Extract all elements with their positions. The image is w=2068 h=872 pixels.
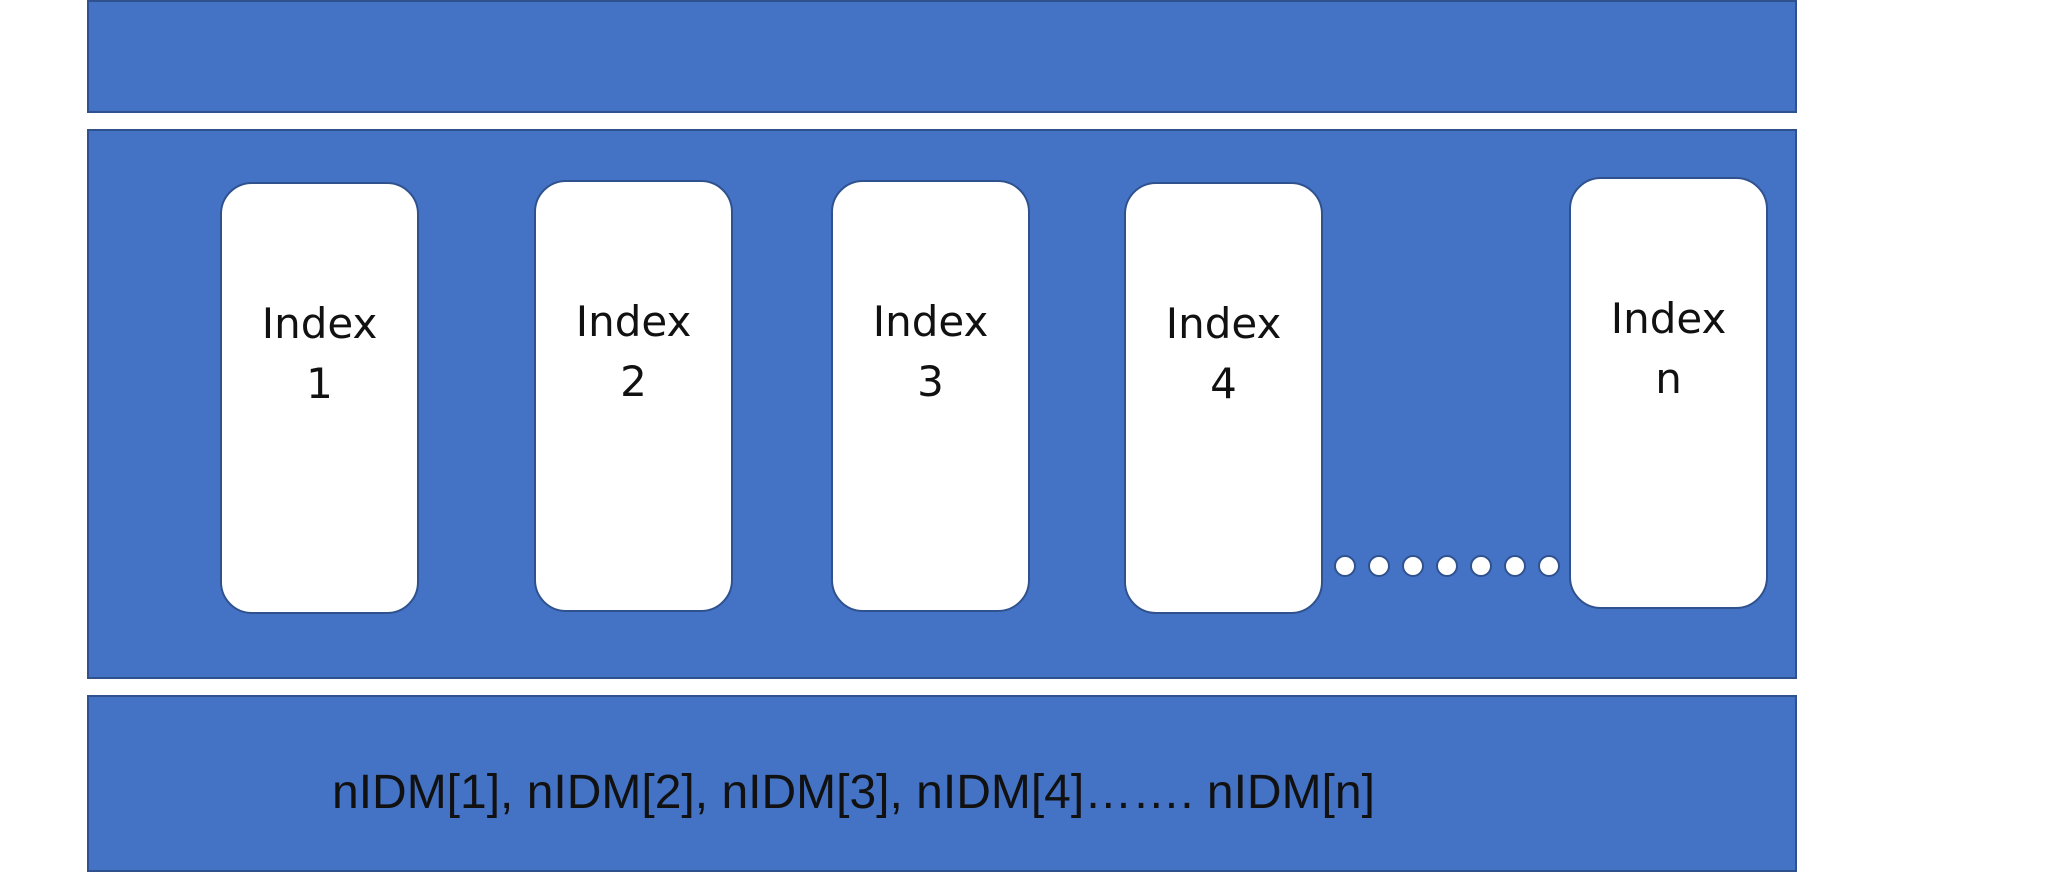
index-box-label: Index [1165, 299, 1282, 348]
ellipsis-dot [1436, 555, 1458, 577]
array-band [87, 695, 1797, 872]
index-box-label: Index [872, 297, 989, 346]
index-box-n: Index n [1569, 177, 1768, 609]
index-box-label: Index [1610, 294, 1727, 343]
index-box-4: Index 4 [1124, 182, 1323, 614]
ellipsis-dot [1470, 555, 1492, 577]
top-band [87, 0, 1797, 113]
index-box-number: 3 [917, 357, 944, 406]
index-box-3: Index 3 [831, 180, 1030, 612]
index-box-label: Index [261, 299, 378, 348]
array-caption: nIDM[1], nIDM[2], nIDM[3], nIDM[4]……. nI… [332, 766, 1375, 819]
ellipsis-dot [1334, 555, 1356, 577]
index-box-2: Index 2 [534, 180, 733, 612]
index-box-label: Index [575, 297, 692, 346]
ellipsis-dot [1538, 555, 1560, 577]
index-box-number: 2 [620, 357, 647, 406]
ellipsis-dot [1368, 555, 1390, 577]
index-box-number: n [1655, 354, 1682, 403]
index-box-number: 1 [306, 359, 333, 408]
ellipsis-dot [1504, 555, 1526, 577]
ellipsis-dot [1402, 555, 1424, 577]
index-box-1: Index 1 [220, 182, 419, 614]
index-box-number: 4 [1210, 359, 1237, 408]
